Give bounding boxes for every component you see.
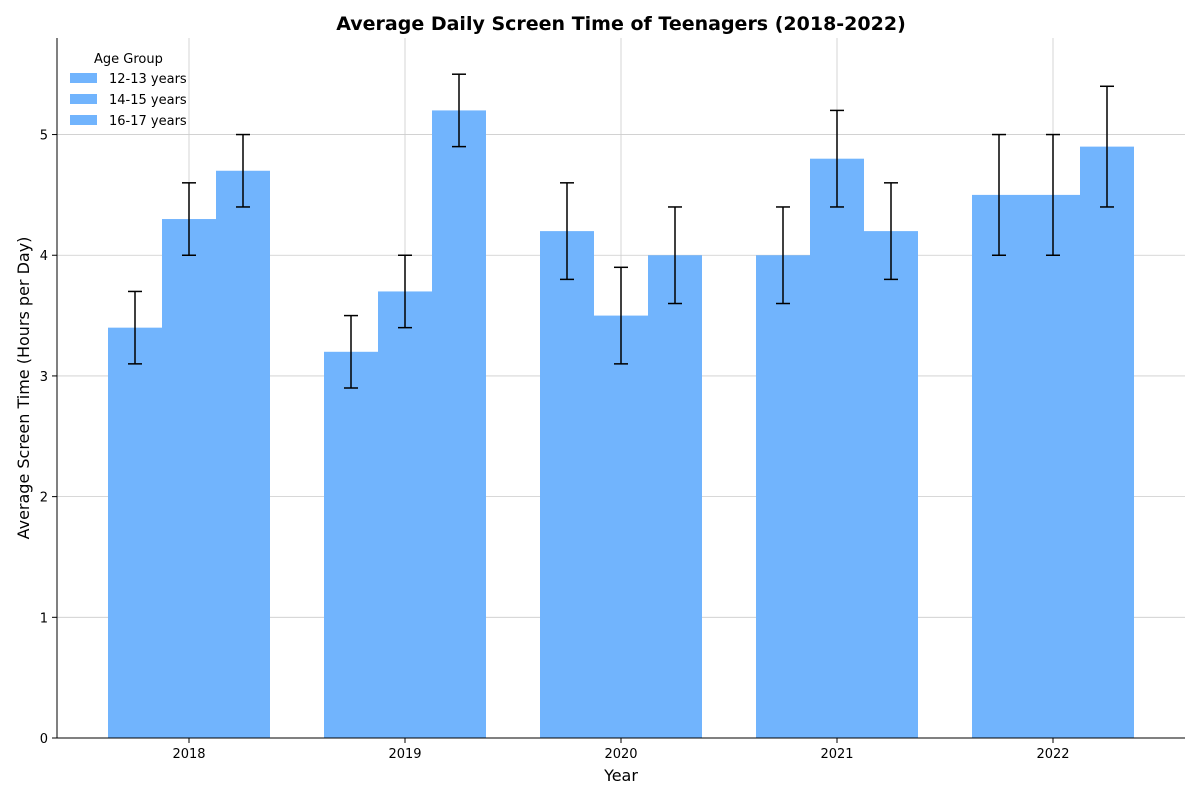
y-tick-label-1: 1 xyxy=(40,611,48,626)
bar-1-4 xyxy=(1026,194,1080,738)
bar-2-4 xyxy=(1080,146,1134,738)
x-axis-label: Year xyxy=(603,766,638,785)
error-bar-0-3 xyxy=(776,206,790,305)
error-bar-2-2 xyxy=(668,206,682,305)
error-bar-1-0 xyxy=(182,182,196,256)
bar-0-3 xyxy=(756,255,810,738)
error-bar-0-2 xyxy=(560,182,574,281)
error-bar-1-4 xyxy=(1046,133,1060,256)
error-bar-0-0 xyxy=(128,290,142,365)
y-tick-label-4: 4 xyxy=(40,249,48,264)
bar-0-1 xyxy=(324,351,378,738)
bar-0-4 xyxy=(972,194,1026,738)
x-tick-label-3: 2021 xyxy=(820,747,853,762)
error-bar-2-4 xyxy=(1100,85,1114,208)
y-tick-label-0: 0 xyxy=(40,732,48,747)
bar-1-0 xyxy=(162,219,216,738)
x-ticks: 2018 2019 2020 2021 2022 xyxy=(172,738,1070,762)
bar-2-2 xyxy=(648,255,702,738)
x-tick-label-0: 2018 xyxy=(172,747,205,762)
error-bar-2-1 xyxy=(452,73,466,148)
y-axis-label: Average Screen Time (Hours per Day) xyxy=(14,237,33,540)
bar-0-0 xyxy=(108,327,162,738)
bar-2-0 xyxy=(216,170,270,739)
legend-label-1: 14-15 years xyxy=(109,93,187,108)
error-bar-0-1 xyxy=(344,314,358,389)
y-ticks: 0 1 2 3 4 5 xyxy=(40,129,57,747)
bar-0-2 xyxy=(540,231,594,738)
legend-label-0: 12-13 years xyxy=(109,72,187,87)
legend-swatch-1 xyxy=(70,94,97,104)
error-bar-2-3 xyxy=(884,182,898,281)
error-bar-1-1 xyxy=(398,254,412,329)
legend-swatch-2 xyxy=(70,115,97,125)
x-tick-label-4: 2022 xyxy=(1036,747,1069,762)
bar-1-1 xyxy=(378,291,432,738)
x-tick-label-1: 2019 xyxy=(388,747,421,762)
error-bar-0-4 xyxy=(992,133,1006,256)
y-tick-label-2: 2 xyxy=(40,491,48,506)
legend-swatch-0 xyxy=(70,73,97,83)
error-bar-2-0 xyxy=(236,133,250,208)
error-bars xyxy=(128,73,1114,389)
x-tick-label-2: 2020 xyxy=(604,747,637,762)
bar-2-3 xyxy=(864,231,918,738)
y-tick-label-5: 5 xyxy=(40,129,48,144)
bars xyxy=(108,110,1134,739)
bar-1-3 xyxy=(810,158,864,739)
bar-1-2 xyxy=(594,315,648,738)
legend-label-2: 16-17 years xyxy=(109,114,187,129)
error-bar-1-3 xyxy=(830,109,844,208)
bar-2-1 xyxy=(432,110,486,738)
y-tick-label-3: 3 xyxy=(40,370,48,385)
legend-title: Age Group xyxy=(94,52,163,67)
chart-title: Average Daily Screen Time of Teenagers (… xyxy=(336,13,906,35)
error-bar-1-2 xyxy=(614,266,628,365)
legend: Age Group 12-13 years 14-15 years 16-17 ye… xyxy=(70,52,187,129)
